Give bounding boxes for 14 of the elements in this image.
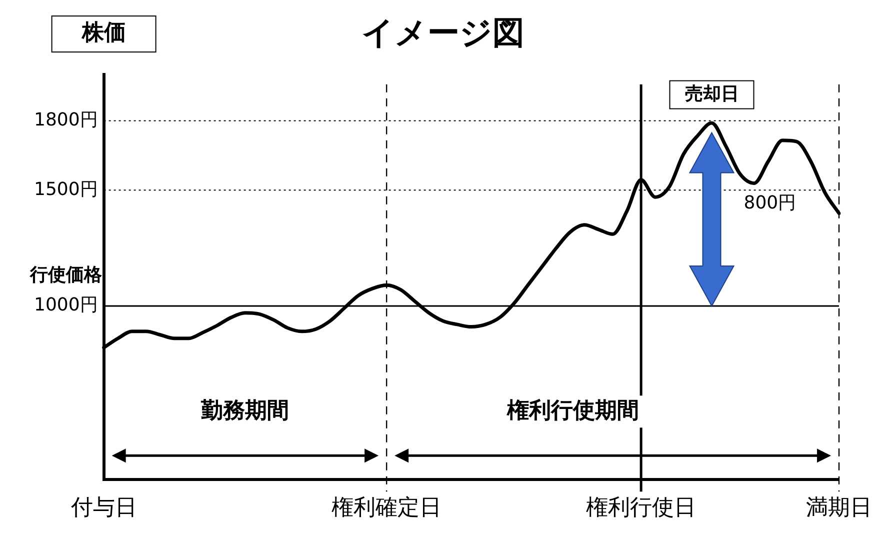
- x-tick-label: 付与日: [70, 496, 137, 521]
- x-tick-label: 満期日: [806, 496, 872, 521]
- annotation: 800円: [744, 192, 796, 214]
- x-tick-label: 権利確定日: [332, 496, 442, 521]
- y-tick-label: 1000円: [34, 294, 98, 316]
- annotation: 権利行使期間: [506, 398, 639, 424]
- y-axis-title: 株価: [80, 20, 126, 46]
- chart-title: イメージ図: [362, 14, 524, 52]
- ref-line-label: 行使価格: [28, 264, 103, 286]
- y-tick-label: 1500円: [34, 178, 98, 200]
- y-tick-label: 1800円: [34, 109, 98, 130]
- annotation: 勤務期間: [200, 398, 290, 424]
- annotation: 売却日: [684, 83, 739, 104]
- x-tick-label: 権利行使日: [586, 496, 696, 521]
